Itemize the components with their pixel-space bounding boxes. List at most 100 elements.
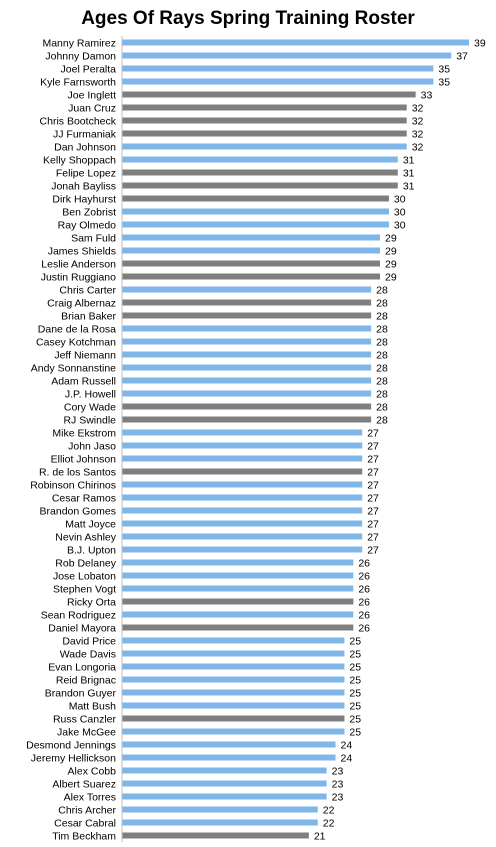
bar	[122, 208, 389, 215]
bar	[122, 611, 354, 618]
value-label: 22	[323, 817, 335, 829]
value-label: 25	[349, 713, 361, 725]
value-label: 28	[376, 362, 388, 374]
value-label: 35	[438, 63, 450, 75]
category-label: Kyle Farnsworth	[40, 76, 116, 88]
category-label: Alex Cobb	[68, 765, 117, 777]
value-label: 27	[367, 505, 379, 517]
value-label: 26	[358, 583, 370, 595]
bar	[122, 117, 407, 124]
bar	[122, 286, 372, 293]
category-label: Tim Beckham	[52, 830, 116, 842]
value-label: 28	[376, 336, 388, 348]
category-label: Alex Torres	[64, 791, 116, 803]
bar	[122, 780, 327, 787]
value-label: 26	[358, 609, 370, 621]
category-label: Joe Inglett	[68, 89, 117, 101]
category-label: B.J. Upton	[67, 544, 116, 556]
category-label: Daniel Mayora	[48, 622, 116, 634]
category-label: Dan Johnson	[54, 141, 116, 153]
value-label: 27	[367, 466, 379, 478]
value-label: 33	[421, 89, 433, 101]
bar	[122, 455, 363, 462]
value-label: 28	[376, 388, 388, 400]
bar	[122, 260, 381, 267]
bar	[122, 546, 363, 553]
bar	[122, 702, 345, 709]
bar	[122, 377, 372, 384]
bar	[122, 689, 345, 696]
bar	[122, 364, 372, 371]
value-label: 23	[332, 791, 344, 803]
value-label: 25	[349, 648, 361, 660]
value-label: 28	[376, 349, 388, 361]
category-label: Felipe Lopez	[56, 167, 116, 179]
value-label: 25	[349, 674, 361, 686]
category-label: Chris Archer	[58, 804, 116, 816]
value-label: 25	[349, 700, 361, 712]
category-label: Ben Zobrist	[62, 206, 116, 218]
category-label: Juan Cruz	[68, 102, 116, 114]
category-label: Desmond Jennings	[26, 739, 116, 751]
value-label: 25	[349, 687, 361, 699]
bar	[122, 650, 345, 657]
value-label: 32	[412, 102, 424, 114]
value-label: 27	[367, 453, 379, 465]
bar	[122, 481, 363, 488]
bar	[122, 325, 372, 332]
value-label: 27	[367, 544, 379, 556]
category-label: David Price	[62, 635, 116, 647]
bar	[122, 78, 434, 85]
bar	[122, 429, 363, 436]
category-label: Mike Ekstrom	[52, 427, 116, 439]
category-label: Jake McGee	[57, 726, 116, 738]
category-label: Kelly Shoppach	[43, 154, 116, 166]
bar	[122, 221, 389, 228]
bar	[122, 715, 345, 722]
category-label: Matt Joyce	[65, 518, 116, 530]
bar	[122, 442, 363, 449]
value-labels: 3937353533323232323131313030302929292928…	[314, 37, 486, 842]
category-label: Joel Peralta	[61, 63, 117, 75]
category-label: Matt Bush	[69, 700, 116, 712]
bar	[122, 637, 345, 644]
bar	[122, 104, 407, 111]
category-label: Adam Russell	[51, 375, 116, 387]
bar	[122, 312, 372, 319]
bar	[122, 494, 363, 501]
bar	[122, 247, 381, 254]
category-label: Brandon Gomes	[40, 505, 116, 517]
bar	[122, 728, 345, 735]
bar	[122, 572, 354, 579]
category-label: John Jaso	[68, 440, 116, 452]
value-label: 29	[385, 258, 397, 270]
value-label: 31	[403, 180, 415, 192]
category-label: Jeremy Hellickson	[31, 752, 116, 764]
value-label: 27	[367, 440, 379, 452]
bar	[122, 598, 354, 605]
category-label: Justin Ruggiano	[41, 271, 116, 283]
value-label: 28	[376, 310, 388, 322]
category-label: Evan Longoria	[48, 661, 116, 673]
category-label: Jeff Niemann	[54, 349, 116, 361]
value-label: 27	[367, 492, 379, 504]
value-label: 23	[332, 765, 344, 777]
category-label: R. de los Santos	[39, 466, 116, 478]
category-label: Rob Delaney	[55, 557, 116, 569]
bar	[122, 234, 381, 241]
bar	[122, 299, 372, 306]
category-label: Ray Olmedo	[58, 219, 117, 231]
bar	[122, 195, 389, 202]
category-label: Reid Brignac	[56, 674, 116, 686]
category-label: Robinson Chirinos	[30, 479, 116, 491]
value-label: 23	[332, 778, 344, 790]
value-label: 39	[474, 37, 486, 49]
value-label: 32	[412, 128, 424, 140]
category-label: JJ Furmaniak	[53, 128, 117, 140]
value-label: 30	[394, 206, 406, 218]
value-label: 26	[358, 570, 370, 582]
bar	[122, 819, 318, 826]
bar	[122, 468, 363, 475]
